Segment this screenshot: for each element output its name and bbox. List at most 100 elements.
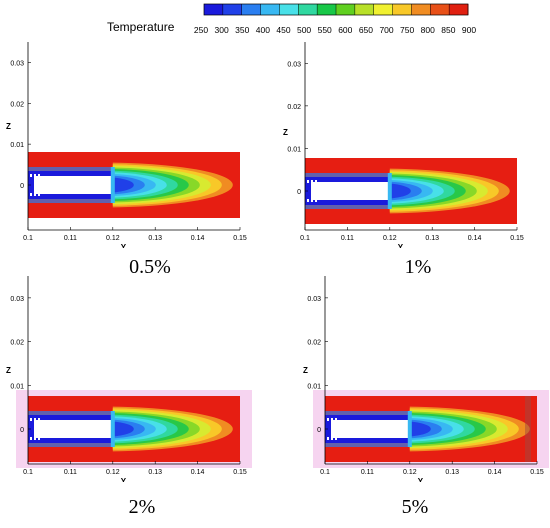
y-tick-label: 0.13: [425, 235, 439, 242]
wall-gradient-top: [28, 167, 113, 171]
y-tick-label: 0.15: [233, 235, 247, 242]
colorbar-tick-label: 350: [235, 25, 249, 35]
axes: 0 0.01 0.02 0.03 0.1 0.11 0.12 0.13 0.14 0.15 Z Y: [6, 276, 247, 482]
wall-notch: [34, 418, 36, 421]
wall-notch: [315, 180, 317, 183]
wall-gradient-top: [325, 411, 410, 415]
colorbar-title: Temperature: [107, 20, 175, 34]
y-tick-label: 0.12: [106, 235, 120, 242]
wall-notch: [335, 437, 337, 440]
wall-notch: [34, 193, 36, 196]
y-axis-label: Y: [398, 243, 404, 248]
wall-notch: [327, 418, 329, 421]
wall-notch: [311, 199, 313, 202]
y-tick-label: 0.1: [320, 469, 330, 476]
y-tick-label: 0.14: [488, 469, 502, 476]
panel-caption-2: 2%: [128, 496, 156, 518]
colorbar-cell: [241, 4, 262, 15]
contour-panel-5: 0 0.01 0.02 0.03 0.1 0.11 0.12 0.13 0.14 0.15 Z Y: [303, 276, 549, 482]
outlet-shadow: [525, 396, 531, 462]
contour-panel-2: 0 0.01 0.02 0.03 0.1 0.11 0.12 0.13 0.14 0.15 Z Y: [6, 276, 252, 482]
panel-body: [28, 152, 240, 218]
wall-gradient-bottom: [305, 205, 390, 209]
z-tick-label: 0.02: [10, 340, 24, 347]
z-tick-label: 0: [20, 427, 24, 434]
colorbar-tick-label: 550: [318, 25, 332, 35]
plume-contour: [112, 421, 134, 437]
plume-contour: [409, 421, 431, 437]
z-tick-label: 0.01: [287, 146, 301, 153]
panel-caption-1: 1%: [404, 256, 432, 278]
colorbar-tick-label: 500: [297, 25, 311, 35]
colorbar-cell: [317, 4, 337, 15]
colorbar-cell: [336, 4, 356, 15]
contour-panel-1: 0 0.01 0.02 0.03 0.1 0.11 0.12 0.13 0.14 0.15 Z Y: [283, 42, 524, 248]
z-tick-label: 0.02: [307, 340, 321, 347]
panel-body: [16, 390, 252, 468]
z-tick-label: 0: [297, 189, 301, 196]
z-tick-label: 0.01: [10, 383, 24, 390]
y-tick-label: 0.14: [191, 235, 205, 242]
z-tick-label: 0.03: [10, 296, 24, 303]
axes: 0 0.01 0.02 0.03 0.1 0.11 0.12 0.13 0.14 0.15 Z Y: [303, 276, 544, 482]
y-tick-label: 0.11: [64, 235, 77, 242]
wall-notch: [38, 418, 40, 421]
wall-gradient-top: [305, 173, 390, 177]
channel-void: [34, 420, 113, 438]
wall-notch: [34, 174, 36, 177]
wall-notch: [327, 437, 329, 440]
colorbar-cell: [373, 4, 394, 15]
z-tick-label: 0.01: [10, 142, 24, 149]
channel-void: [331, 420, 410, 438]
step-edge: [110, 167, 115, 203]
y-tick-label: 0.13: [148, 235, 162, 242]
colorbar-cell: [430, 4, 450, 15]
z-tick-label: 0.02: [10, 101, 24, 108]
y-tick-label: 0.12: [403, 469, 417, 476]
y-tick-label: 0.11: [341, 235, 354, 242]
panel-body: [313, 390, 549, 468]
y-tick-label: 0.1: [300, 235, 310, 242]
channel-void: [311, 182, 390, 200]
step-edge: [407, 411, 412, 447]
contour-panel-0.5: 0 0.01 0.02 0.03 0.1 0.11 0.12 0.13 0.14 0.15 Z Y: [6, 42, 247, 248]
z-tick-label: 0: [317, 427, 321, 434]
plume-contour: [112, 177, 134, 193]
step-edge: [387, 173, 392, 209]
colorbar-tick-label: 750: [400, 25, 414, 35]
colorbar-tick-label: 250: [194, 25, 208, 35]
y-tick-label: 0.13: [148, 469, 162, 476]
y-axis-label: Y: [121, 477, 127, 482]
wall-gradient-bottom: [28, 199, 113, 203]
z-tick-label: 0.02: [287, 104, 301, 111]
z-axis-label: Z: [6, 366, 11, 375]
colorbar-tick-label: 850: [441, 25, 455, 35]
wall-notch: [30, 418, 32, 421]
y-tick-label: 0.1: [23, 469, 33, 476]
panel-caption-5: 5%: [401, 496, 429, 518]
z-tick-label: 0.03: [307, 296, 321, 303]
axes: 0 0.01 0.02 0.03 0.1 0.11 0.12 0.13 0.14 0.15 Z Y: [283, 42, 524, 248]
z-axis-label: Z: [303, 366, 308, 375]
colorbar-cell: [222, 4, 243, 15]
z-tick-label: 0.03: [287, 61, 301, 68]
colorbar-cell: [354, 4, 375, 15]
colorbar-cell: [279, 4, 299, 15]
panel-body: [305, 158, 517, 224]
wall-notch: [38, 174, 40, 177]
y-tick-label: 0.11: [361, 469, 374, 476]
colorbar-tick-label: 700: [379, 25, 393, 35]
y-axis-label: Y: [121, 243, 127, 248]
wall-notch: [331, 437, 333, 440]
wall-notch: [307, 199, 309, 202]
y-axis-label: Y: [418, 477, 424, 482]
y-tick-label: 0.15: [530, 469, 544, 476]
z-axis-label: Z: [283, 128, 288, 137]
wall-notch: [30, 437, 32, 440]
z-tick-label: 0: [20, 183, 24, 190]
colorbar-cell: [449, 4, 469, 15]
panel-caption-0.5: 0.5%: [129, 256, 171, 278]
colorbar-cell: [411, 4, 431, 15]
y-tick-label: 0.15: [510, 235, 524, 242]
wall-notch: [30, 174, 32, 177]
